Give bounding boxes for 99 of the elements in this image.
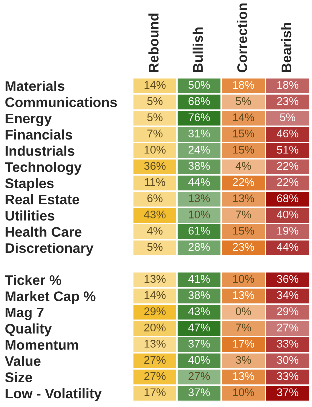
data-label: 22% <box>277 162 299 170</box>
data-label: 76% <box>188 114 210 122</box>
data-label: 34% <box>277 291 299 300</box>
data-label: 33% <box>277 372 299 380</box>
data-label: 40% <box>188 356 210 364</box>
data-label: 10% <box>233 388 254 396</box>
data-label: 51% <box>277 146 299 154</box>
data-label: 13% <box>233 372 254 380</box>
data-label: 43% <box>144 210 166 219</box>
data-label: 10% <box>189 210 210 219</box>
x-tick-label: Correction <box>237 4 248 73</box>
data-label: 29% <box>277 308 299 316</box>
data-label: 5% <box>280 114 296 122</box>
data-label: 5% <box>148 97 163 106</box>
y-tick-label: Discretionary <box>6 243 94 256</box>
data-label: 41% <box>188 275 210 284</box>
data-label: 61% <box>188 227 210 235</box>
y-tick-label: Communications <box>6 97 118 108</box>
x-tick-label: Bearish <box>281 23 292 72</box>
data-label: 6% <box>148 194 163 202</box>
data-label: 13% <box>144 275 166 284</box>
data-label: 4% <box>236 162 252 170</box>
y-tick-label: Health Care <box>6 226 82 238</box>
data-label: 27% <box>144 356 166 364</box>
data-label: 24% <box>188 146 210 154</box>
data-label: 5% <box>236 97 252 106</box>
data-label: 36% <box>277 275 299 284</box>
data-label: 20% <box>144 324 166 332</box>
data-label: 5% <box>148 243 163 252</box>
data-label: 15% <box>233 146 254 154</box>
data-label: 11% <box>145 178 166 186</box>
y-tick-label: Real Estate <box>6 194 80 205</box>
data-label: 7% <box>236 210 252 219</box>
data-label: 37% <box>188 388 210 396</box>
data-label: 29% <box>144 308 166 316</box>
data-label: 17% <box>144 388 166 396</box>
data-label: 30% <box>277 356 299 364</box>
data-label: 10% <box>144 146 166 154</box>
data-label: 3% <box>236 356 252 364</box>
x-tick-label: Bullish <box>192 28 204 72</box>
data-label: 13% <box>144 340 166 348</box>
data-label: 19% <box>278 227 299 235</box>
data-label: 13% <box>233 194 254 202</box>
y-tick-label: Financials <box>6 130 72 140</box>
data-label: 46% <box>277 130 299 138</box>
data-label: 38% <box>188 162 210 170</box>
data-label: 4% <box>147 227 163 235</box>
y-tick-label: Momentum <box>6 340 78 350</box>
x-tick-label: Rebound <box>148 14 159 72</box>
data-label: 22% <box>277 178 299 186</box>
y-tick-label: Utilities <box>6 210 55 221</box>
y-tick-label: Mag 7 <box>6 308 44 320</box>
data-label: 68% <box>188 97 210 106</box>
data-label: 38% <box>188 291 210 300</box>
data-label: 50% <box>188 81 210 90</box>
data-label: 22% <box>233 178 254 186</box>
data-label: 7% <box>236 324 252 332</box>
data-label: 13% <box>233 291 254 300</box>
data-label: 7% <box>148 130 163 138</box>
data-label: 18% <box>233 81 254 90</box>
data-label: 14% <box>144 81 166 90</box>
y-tick-label: Technology <box>5 162 82 176</box>
data-label: 23% <box>277 97 299 106</box>
data-label: 47% <box>188 324 210 332</box>
data-label: 14% <box>144 291 166 300</box>
data-label: 68% <box>277 194 299 202</box>
y-tick-label: Quality <box>6 324 52 337</box>
data-label: 27% <box>188 372 210 380</box>
data-label: 5% <box>148 114 163 122</box>
data-label: 43% <box>188 308 210 316</box>
y-tick-label: Energy <box>6 114 52 126</box>
data-label: 40% <box>277 210 299 219</box>
data-label: 17% <box>233 340 254 348</box>
data-label: 15% <box>233 130 254 138</box>
data-label: 44% <box>188 178 210 186</box>
data-label: 10% <box>233 275 254 284</box>
y-tick-label: Value <box>5 356 41 366</box>
data-label: 33% <box>277 340 299 348</box>
y-tick-label: Size <box>5 372 32 382</box>
data-label: 0% <box>236 308 252 316</box>
data-label: 15% <box>233 227 254 235</box>
data-label: 28% <box>188 243 210 252</box>
y-tick-label: Staples <box>5 178 54 192</box>
y-tick-label: Low - Volatility <box>6 388 102 402</box>
data-label: 36% <box>144 162 166 170</box>
data-label: 13% <box>189 194 210 202</box>
data-label: 37% <box>188 340 210 348</box>
y-tick-label: Industrials <box>6 146 75 156</box>
data-label: 14% <box>233 114 254 122</box>
data-label: 23% <box>233 243 254 252</box>
data-label: 37% <box>277 388 299 396</box>
y-tick-label: Market Cap % <box>6 291 96 304</box>
data-label: 27% <box>277 324 299 332</box>
data-label: 31% <box>188 130 210 138</box>
data-label: 44% <box>277 243 299 252</box>
y-tick-label: Ticker % <box>5 275 62 286</box>
data-label: 27% <box>144 372 166 380</box>
y-tick-label: Materials <box>6 81 65 92</box>
data-label: 18% <box>278 81 299 90</box>
